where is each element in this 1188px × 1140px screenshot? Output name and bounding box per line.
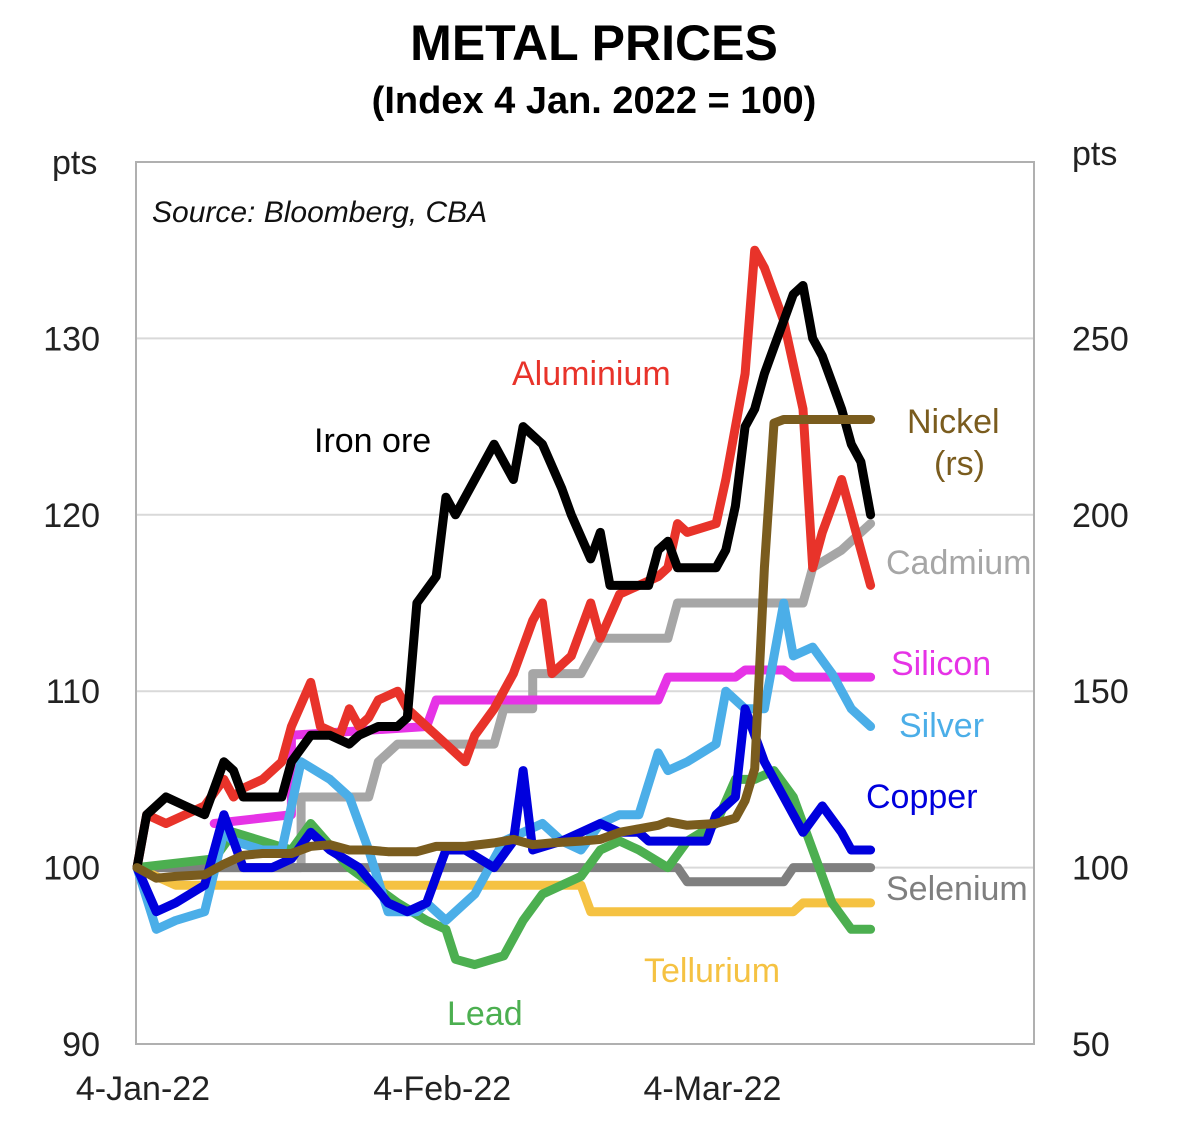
series-labels: Aluminium Iron ore Nickel (rs) Cadmium Silico… xyxy=(314,355,1031,1033)
y-right-tick-label: 50 xyxy=(1072,1026,1110,1064)
series-line-cadmium xyxy=(132,519,876,873)
y-left-tick-label: 90 xyxy=(62,1026,100,1064)
y-left-tick-label: 100 xyxy=(43,850,100,888)
left-axis-unit: pts xyxy=(52,144,97,182)
series-label-silicon: Silicon xyxy=(891,645,991,683)
series-label-selenium: Selenium xyxy=(886,870,1028,908)
chart-subtitle: (Index 4 Jan. 2022 = 100) xyxy=(371,80,817,122)
series-label-lead: Lead xyxy=(447,995,523,1033)
series-line-tellurium xyxy=(132,863,876,917)
series-label-iron-ore: Iron ore xyxy=(314,422,431,460)
right-axis-unit: pts xyxy=(1072,135,1117,173)
x-tick-label: 4-Mar-22 xyxy=(644,1070,782,1108)
x-axis-ticks: 4-Jan-22 4-Feb-22 4-Mar-22 xyxy=(76,1070,782,1108)
y-left-tick-label: 130 xyxy=(43,320,100,358)
plot-frame xyxy=(135,161,1035,1045)
series-label-aluminium: Aluminium xyxy=(512,355,671,393)
source-note: Source: Bloomberg, CBA xyxy=(152,196,487,229)
y-right-tick-label: 250 xyxy=(1072,320,1129,358)
series-label-silver: Silver xyxy=(899,707,984,745)
series-label-copper: Copper xyxy=(866,778,978,816)
y-right-tick-label: 100 xyxy=(1072,850,1129,888)
y-right-tick-label: 150 xyxy=(1072,673,1129,711)
series-line-aluminium xyxy=(132,245,876,873)
series-label-tellurium: Tellurium xyxy=(644,952,780,990)
left-axis-ticks: 90 100 110 120 130 xyxy=(43,320,100,1064)
y-left-tick-label: 110 xyxy=(46,673,100,711)
y-left-tick-label: 120 xyxy=(43,497,100,535)
series-label-rs: (rs) xyxy=(934,445,985,483)
series-line-silicon xyxy=(209,665,876,828)
chart-title: METAL PRICES xyxy=(410,15,778,71)
series-label-nickel: Nickel xyxy=(907,403,1000,441)
series-label-cadmium: Cadmium xyxy=(886,544,1031,582)
x-tick-label: 4-Feb-22 xyxy=(373,1070,511,1108)
right-axis-ticks: 50 100 150 200 250 xyxy=(1072,320,1129,1064)
x-tick-label: 4-Jan-22 xyxy=(76,1070,210,1108)
y-right-tick-label: 200 xyxy=(1072,497,1129,535)
series-layer xyxy=(132,245,876,970)
series-line-iron-ore xyxy=(132,281,876,873)
series-line-nickel-rs xyxy=(132,415,876,883)
